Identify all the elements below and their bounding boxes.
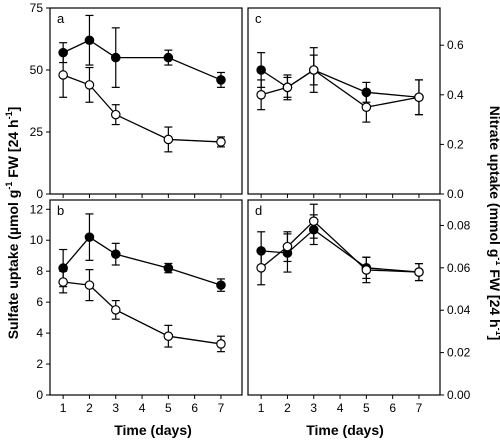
y-tick-label: 0.02 <box>447 346 471 360</box>
data-point <box>256 90 266 100</box>
series-filled-markers <box>58 213 226 292</box>
y-tick-label: 2 <box>36 357 43 371</box>
panel-d-frame <box>247 199 441 396</box>
panel-a-letter: a <box>57 11 65 26</box>
y-tick-label: 25 <box>30 125 44 139</box>
series-line <box>62 236 222 286</box>
y-axis-title-right: Nitrate uptake (mmol g-1 FW [24 h-1] <box>487 106 500 341</box>
x-tick-label: 4 <box>337 401 344 415</box>
data-point <box>216 339 226 349</box>
series-line <box>63 281 222 345</box>
y-tick-label: 0 <box>36 388 43 402</box>
x-tick-label: 3 <box>310 401 317 415</box>
data-point <box>163 331 174 341</box>
data-point <box>282 241 293 252</box>
data-point <box>361 265 372 275</box>
y-tick-label: 0.04 <box>447 303 471 317</box>
x-tick-label: 6 <box>389 401 396 415</box>
y-tick-label: 8 <box>36 264 43 278</box>
data-point <box>58 70 68 80</box>
y-tick-label: 12 <box>30 202 44 216</box>
data-point <box>110 109 121 120</box>
series-filled-markers <box>58 14 226 88</box>
x-tick-label: 5 <box>363 401 370 415</box>
data-point <box>308 65 319 75</box>
data-point <box>84 80 95 90</box>
data-point <box>414 267 424 277</box>
panel-b-letter: b <box>57 203 64 218</box>
y-axis-title-left: Sulfate uptake (µmol g-1 FW [24 h-1] <box>4 107 21 340</box>
data-point <box>216 75 226 85</box>
data-point <box>110 52 121 63</box>
y-tick-label: 6 <box>36 295 43 309</box>
x-tick-label: 2 <box>284 401 291 415</box>
series-open-markers <box>256 54 424 123</box>
panel-c-frame <box>247 7 441 195</box>
data-point <box>84 280 95 290</box>
x-tick-label: 3 <box>112 401 119 415</box>
x-tick-label: 2 <box>86 401 93 415</box>
data-point <box>282 82 293 93</box>
panel-b-frame <box>49 199 243 396</box>
series-open-markers <box>58 52 226 153</box>
x-tick-label: 7 <box>416 401 423 415</box>
panel-d: d 0.00 0.02 0.04 0.06 0.08 1 2 3 4 5 6 7 <box>247 199 471 415</box>
x-axis-title-right: Time (days) <box>306 422 384 438</box>
y-tick-label: 4 <box>36 326 43 340</box>
x-tick-label: 1 <box>60 401 67 415</box>
data-point <box>58 277 68 287</box>
x-axis-title-left: Time (days) <box>114 422 192 438</box>
data-point <box>163 134 174 145</box>
data-point <box>216 280 226 290</box>
x-tick-label: 1 <box>258 401 265 415</box>
data-point <box>163 263 174 273</box>
data-point <box>110 249 121 259</box>
panel-d-letter: d <box>255 203 262 218</box>
data-point <box>361 102 372 112</box>
x-tick-label: 5 <box>165 401 172 415</box>
data-point <box>308 216 319 226</box>
y-tick-label: 0.00 <box>447 388 471 402</box>
y-tick-label: 10 <box>30 233 44 247</box>
data-point <box>216 137 226 147</box>
x-tick-label: 4 <box>139 401 146 415</box>
data-point <box>84 232 95 242</box>
y-tick-label: 50 <box>30 63 44 77</box>
y-tick-label: 75 <box>30 1 44 15</box>
y-tick-label: 0.06 <box>447 261 471 275</box>
panel-a-frame <box>49 7 243 195</box>
data-point <box>414 92 424 103</box>
panel-c-letter: c <box>255 11 262 26</box>
y-tick-label: 0.08 <box>447 218 471 232</box>
series-open-markers <box>256 203 424 286</box>
data-point <box>256 263 266 273</box>
series-line <box>62 39 222 81</box>
series-filled-markers <box>256 47 424 116</box>
x-tick-label: 7 <box>218 401 225 415</box>
panel-c: c 0.0 0.2 0.4 0.6 <box>247 7 464 201</box>
y-tick-label: 0.4 <box>447 88 464 102</box>
data-point <box>84 35 95 46</box>
panel-a: a 0 25 50 75 <box>30 1 243 201</box>
data-point <box>163 52 174 63</box>
x-tick-label: 6 <box>191 401 198 415</box>
y-tick-label: 0.6 <box>447 38 464 52</box>
series-open-markers <box>58 269 226 353</box>
y-tick-label: 0.0 <box>447 187 464 201</box>
y-tick-label: 0.2 <box>447 137 464 151</box>
data-point <box>256 65 266 75</box>
data-point <box>110 305 121 315</box>
y-tick-label: 0 <box>36 187 43 201</box>
